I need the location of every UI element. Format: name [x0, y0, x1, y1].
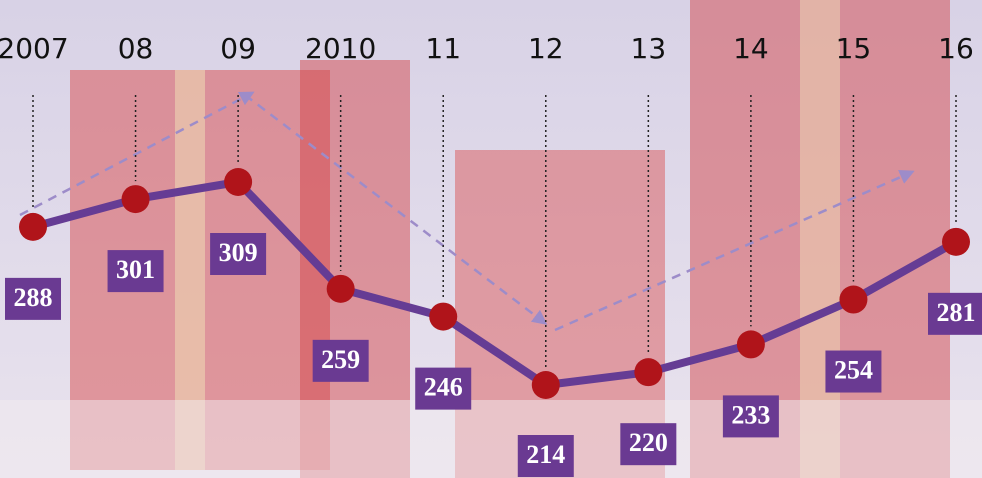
- value-label: 254: [834, 355, 873, 384]
- marker: [737, 330, 765, 358]
- marker: [532, 371, 560, 399]
- marker: [327, 275, 355, 303]
- marker: [839, 286, 867, 314]
- x-tick-label: 08: [118, 32, 154, 65]
- value-label: 220: [629, 428, 668, 457]
- value-label: 281: [937, 298, 976, 327]
- value-label: 309: [219, 238, 258, 267]
- x-tick-label: 09: [220, 32, 256, 65]
- marker: [942, 228, 970, 256]
- background: [0, 0, 982, 478]
- marker: [429, 303, 457, 331]
- marker: [224, 168, 252, 196]
- x-tick-label: 11: [425, 32, 461, 65]
- value-label: 233: [731, 400, 770, 429]
- value-label: 246: [424, 373, 463, 402]
- marker: [122, 185, 150, 213]
- x-tick-label: 13: [631, 32, 667, 65]
- marker: [634, 358, 662, 386]
- marker: [19, 213, 47, 241]
- x-tick-label: 14: [733, 32, 769, 65]
- x-tick-label: 2010: [305, 32, 376, 65]
- value-label: 214: [526, 440, 565, 469]
- value-label: 288: [14, 283, 53, 312]
- x-tick-label: 15: [836, 32, 872, 65]
- x-tick-label: 16: [938, 32, 974, 65]
- x-tick-label: 2007: [0, 32, 69, 65]
- value-label: 259: [321, 345, 360, 374]
- value-label: 301: [116, 255, 155, 284]
- x-tick-label: 12: [528, 32, 564, 65]
- chart: 2007 08 09 2010 11 12 13 14 15 16 288 301 309 259 246 2…: [0, 0, 982, 478]
